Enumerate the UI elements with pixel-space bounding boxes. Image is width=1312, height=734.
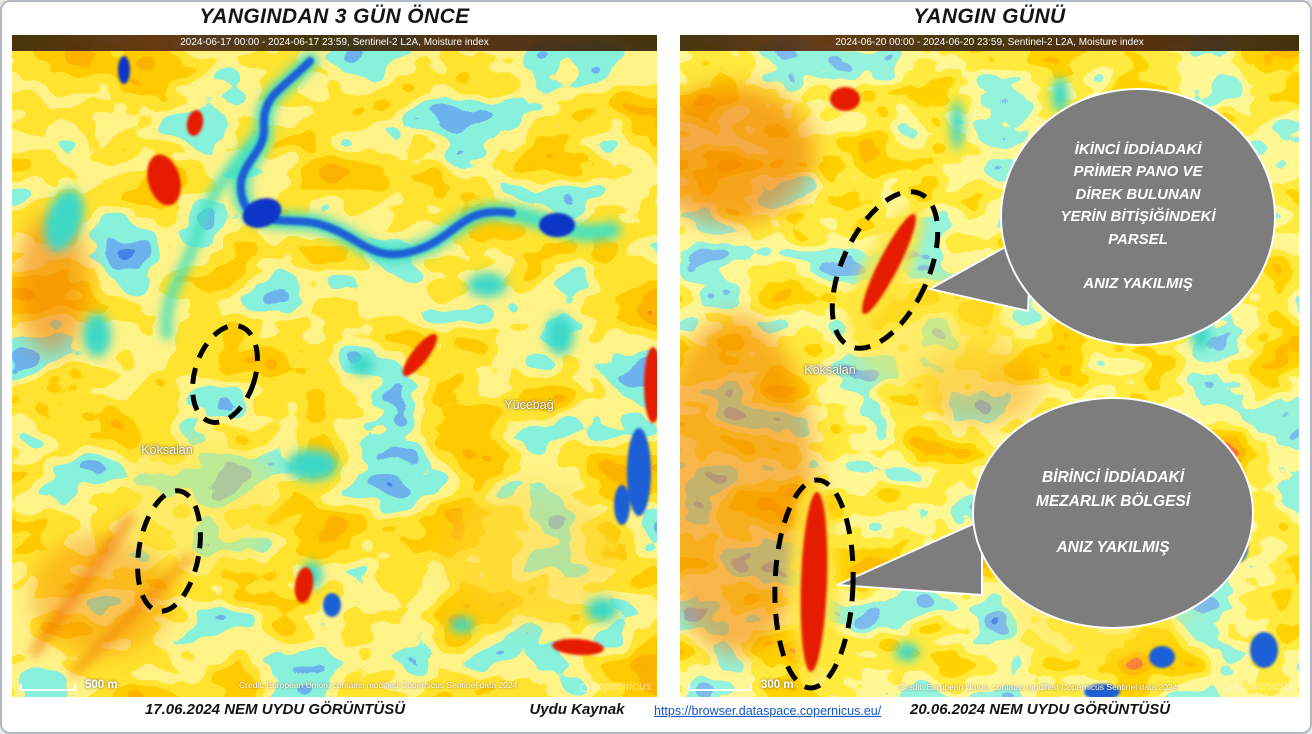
copernicus-logo: copernicus (1222, 681, 1294, 693)
source-label: Uydu Kaynak (529, 701, 625, 718)
scale-bracket (688, 684, 752, 691)
callout-verdict: ANIZ YAKILMIŞ (1083, 275, 1193, 292)
scale-bracket (20, 684, 76, 691)
scale-label: 500 m (85, 679, 118, 691)
moisture-map-before (12, 35, 657, 697)
place-label-yucebag: Yücebağ (504, 398, 554, 412)
copernicus-ring-icon (580, 682, 590, 692)
dashed-ellipse-upper-fire-day (829, 189, 941, 351)
copernicus-wordmark: copernicus (1233, 681, 1294, 693)
copernicus-logo: copernicus (580, 681, 652, 693)
scale-bar-before: 500 m (20, 679, 118, 691)
dashed-ellipse-lower-fire-day (772, 477, 856, 691)
callout-line: MEZARLIK BÖLGESİ (1035, 492, 1191, 510)
callout-line: YERİN BİTİŞİĞİNDEKİ (1060, 208, 1216, 225)
footer-captions: 17.06.2024 NEM UYDU GÖRÜNTÜSÜ Uydu Kayna… (2, 701, 1310, 727)
credit-text-before: Credit: European Union, contains modifie… (239, 680, 518, 690)
panel-title-fire-day: YANGIN GÜNÜ (913, 5, 1066, 28)
callout-bubble-second-claim: İKİNCİ İDDİADAKİ PRİMER PANO VE DİREK BU… (1000, 88, 1276, 346)
caption-before: 17.06.2024 NEM UYDU GÖRÜNTÜSÜ (144, 701, 406, 718)
callout-bubble-first-claim: BİRİNCİ İDDİADAKİ MEZARLIK BÖLGESİ ANIZ … (972, 397, 1254, 629)
panel-title-before: YANGINDAN 3 GÜN ÖNCE (199, 5, 470, 28)
dashed-ellipse-upper-before (190, 323, 260, 425)
callout-line: BİRİNCİ İDDİADAKİ (1041, 468, 1185, 486)
annotations-fire-day (772, 189, 1034, 691)
copernicus-browser-link[interactable]: https://browser.dataspace.copernicus.eu/ (654, 704, 882, 718)
copernicus-ring-icon (1222, 682, 1232, 692)
copernicus-wordmark: copernicus (591, 681, 652, 693)
callout-line: DİREK BULUNAN (1075, 185, 1201, 203)
image-header-fire-day: 2024-06-20 00:00 - 2024-06-20 23:59, Sen… (680, 35, 1299, 51)
scale-bar-fire-day: 300 m (688, 679, 794, 691)
callout-tail-first-claim (836, 518, 983, 597)
callout-line: PARSEL (1108, 230, 1168, 248)
callout-verdict: ANIZ YAKILMIŞ (1056, 539, 1170, 556)
satellite-panel-fire-day: 2024-06-20 00:00 - 2024-06-20 23:59, Sen… (680, 35, 1299, 697)
image-header-before: 2024-06-17 00:00 - 2024-06-17 23:59, Sen… (12, 35, 657, 51)
callout-line: PRİMER PANO VE (1073, 163, 1203, 180)
callout-line: İKİNCİ İDDİADAKİ (1074, 140, 1202, 158)
satellite-panel-before: 2024-06-17 00:00 - 2024-06-17 23:59, Sen… (12, 35, 657, 697)
place-label-koksalan-fire: Köksalan (804, 363, 856, 377)
caption-fire-day: 20.06.2024 NEM UYDU GÖRÜNTÜSÜ (910, 701, 1171, 718)
credit-text-fire-day: Credit: European Union, contains modifie… (899, 682, 1178, 692)
place-label-koksalan: Köksalan (141, 443, 193, 457)
annotations-before (135, 323, 260, 614)
dashed-ellipse-lower-before (135, 488, 203, 614)
scale-label: 300 m (761, 679, 794, 691)
